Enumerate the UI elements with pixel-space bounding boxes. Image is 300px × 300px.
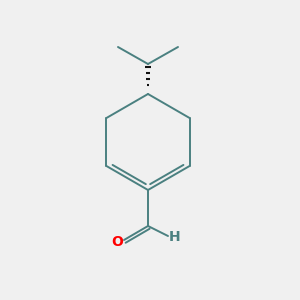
Text: H: H <box>169 230 181 244</box>
Text: O: O <box>111 235 123 249</box>
